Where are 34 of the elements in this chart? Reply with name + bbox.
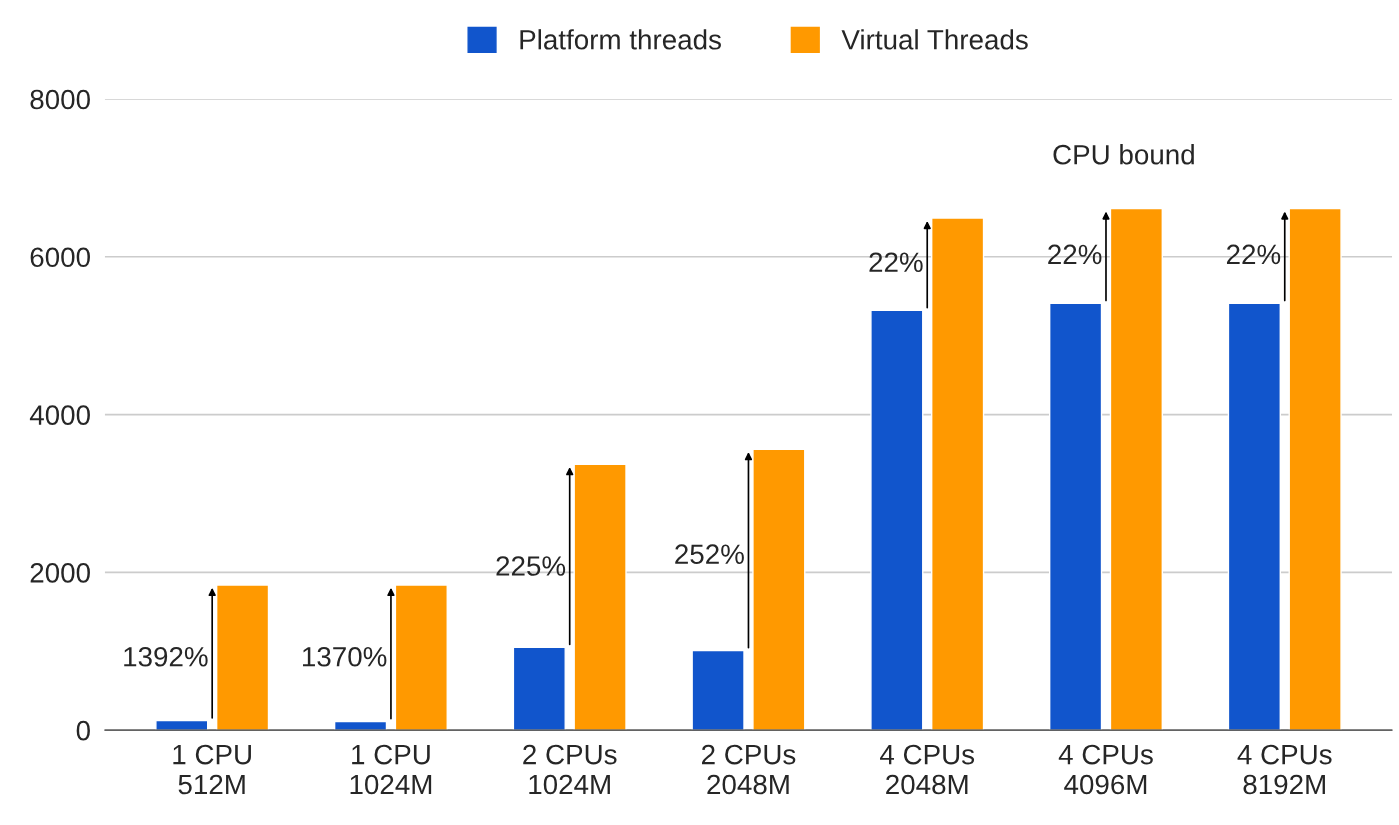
y-tick-label: 4000: [29, 405, 90, 425]
x-tick-label: 1 CPU 512M: [173, 744, 251, 795]
bar: [1109, 207, 1163, 731]
x-tick-label: 4 CPUs 2048M: [880, 744, 975, 795]
x-tick-label: 4 CPUs 8192M: [1237, 744, 1332, 795]
annotation: 252%: [675, 544, 744, 565]
bar: [870, 309, 924, 731]
annotation: 22%: [869, 252, 923, 273]
annotation: 1370%: [303, 646, 387, 667]
y-tick-label: 6000: [30, 247, 90, 268]
x-tick-label: 2 CPUs 1024M: [523, 744, 617, 795]
annotation: 1392%: [124, 646, 208, 667]
x-tick-label: 4 CPUs 4096M: [1058, 744, 1153, 795]
y-tick-label: 0: [76, 720, 90, 741]
bar: [512, 646, 566, 731]
bar: [691, 649, 745, 731]
x-tick-label: 1 CPU 1024M: [350, 744, 432, 795]
annotation: CPU bound: [1053, 144, 1194, 165]
bar: [215, 584, 270, 731]
annotation: 22%: [1226, 244, 1281, 265]
bar: [752, 448, 806, 731]
bar: [1227, 302, 1281, 731]
bar: [1048, 302, 1103, 731]
y-tick-label: 2000: [30, 563, 90, 583]
bar: [1288, 207, 1342, 731]
bar: [394, 584, 448, 731]
legend-label: Platform threads: [520, 29, 721, 50]
y-tick-label: 8000: [30, 89, 90, 110]
bar: [573, 463, 627, 731]
annotation: 225%: [496, 556, 566, 576]
bar: [931, 217, 985, 731]
annotation: 22%: [1048, 244, 1102, 265]
x-tick-label: 2 CPUs 2048M: [702, 744, 796, 795]
legend-label: Virtual Threads: [841, 29, 1028, 50]
